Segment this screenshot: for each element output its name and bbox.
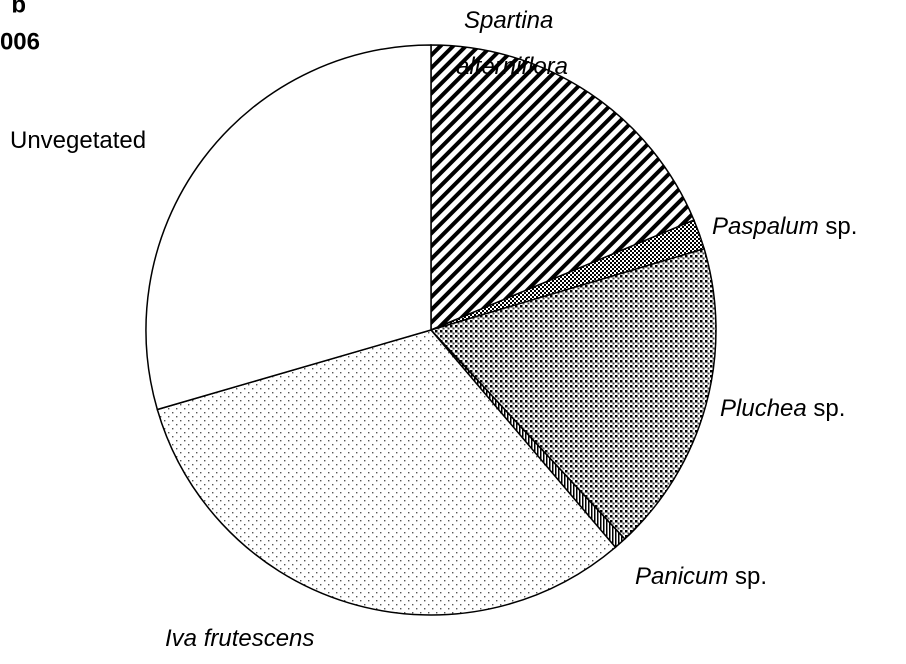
- slice-label: Unvegetated: [10, 127, 146, 154]
- pie-slice: [429, 247, 717, 541]
- pie-slice: [430, 44, 695, 332]
- chart-title: b: [11, 0, 26, 18]
- slice-label: Paspalum sp.: [712, 213, 857, 240]
- chart-title: 006: [0, 28, 40, 55]
- labels: Spartina alterniflora Paspalum sp. Pluchea…: [10, 7, 857, 652]
- slice-label: Iva frutescens: [165, 625, 314, 652]
- pie-slice: [145, 44, 432, 411]
- pie: [145, 44, 717, 616]
- pie-slice: [156, 329, 617, 616]
- slice-label: Spartina alterniflora: [456, 7, 568, 80]
- slice-label: Pluchea sp.: [720, 395, 845, 422]
- slice-label: Panicum sp.: [635, 563, 767, 590]
